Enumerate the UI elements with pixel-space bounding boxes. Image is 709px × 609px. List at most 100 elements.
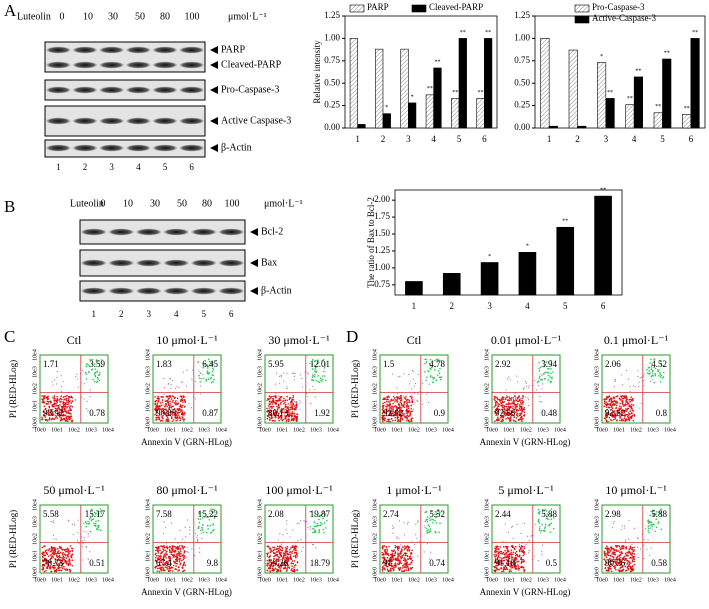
event-dot [498, 419, 500, 421]
event-dot [285, 529, 287, 531]
event-dot [538, 370, 541, 372]
event-dot [54, 560, 57, 563]
event-dot [502, 546, 505, 548]
event-dot [168, 413, 170, 416]
event-dot [290, 569, 292, 571]
event-dot [51, 417, 54, 420]
event-dot [269, 547, 272, 550]
significance-label: ** [664, 50, 670, 56]
event-dot [653, 523, 655, 526]
event-dot [267, 567, 270, 569]
event-dot [289, 406, 292, 409]
event-dot [405, 396, 407, 398]
event-dot [425, 361, 428, 363]
event-dot [201, 529, 204, 531]
lane-label: 5 [163, 162, 168, 172]
event-dot [62, 410, 65, 413]
event-dot [514, 554, 517, 557]
event-dot [521, 406, 523, 409]
event-dot [277, 417, 280, 420]
event-dot [55, 568, 58, 571]
event-dot [306, 392, 308, 395]
event-dot [63, 553, 66, 555]
event-dot [266, 411, 269, 413]
event-dot [167, 418, 170, 421]
event-dot [548, 524, 550, 527]
event-dot [288, 405, 291, 407]
event-dot [299, 519, 302, 522]
event-dot [71, 523, 74, 525]
event-dot [284, 561, 287, 564]
event-dot [496, 418, 499, 420]
event-dot [280, 418, 282, 421]
event-dot [534, 379, 536, 381]
event-dot [426, 543, 429, 545]
blot-band [125, 86, 152, 94]
event-dot [312, 374, 314, 377]
event-dot [90, 513, 93, 515]
event-dot [46, 560, 48, 562]
event-dot [173, 408, 175, 411]
event-dot [632, 404, 635, 406]
event-dot [496, 410, 499, 413]
x-tick-label: 10e4 [102, 427, 114, 433]
event-dot [623, 409, 626, 412]
event-dot [507, 409, 509, 411]
event-dot [171, 546, 174, 549]
event-dot [624, 414, 627, 417]
event-dot [99, 510, 101, 513]
event-dot [60, 390, 62, 392]
event-dot [402, 414, 405, 416]
event-dot [188, 402, 190, 405]
event-dot [159, 408, 162, 411]
event-dot [435, 515, 438, 518]
event-dot [58, 566, 61, 569]
event-dot [279, 410, 282, 413]
event-dot [97, 512, 100, 515]
event-dot [648, 366, 651, 369]
event-dot [651, 525, 654, 528]
event-dot [87, 410, 89, 412]
event-dot [91, 368, 94, 371]
event-dot [433, 377, 436, 379]
event-dot [438, 372, 441, 375]
event-dot [200, 393, 202, 395]
event-dot [206, 367, 209, 369]
legend-label: Active-Caspase-3 [592, 13, 656, 23]
event-dot [495, 550, 498, 553]
event-dot [53, 553, 56, 555]
event-dot [318, 518, 320, 521]
event-dot [45, 419, 47, 422]
event-dot [61, 411, 64, 413]
event-dot [520, 419, 523, 421]
event-dot [631, 556, 633, 558]
event-dot [629, 413, 631, 415]
event-dot [616, 401, 619, 403]
event-dot [176, 397, 179, 400]
event-dot [397, 418, 399, 421]
event-dot [604, 547, 607, 549]
event-dot [287, 560, 289, 563]
bar [476, 98, 485, 129]
event-dot [59, 409, 62, 411]
blot-band [98, 86, 125, 94]
event-dot [65, 557, 68, 559]
event-dot [165, 557, 167, 559]
event-dot [273, 552, 275, 554]
event-dot [495, 404, 497, 407]
event-dot [650, 524, 653, 526]
event-dot [274, 548, 276, 550]
significance-label: ** [478, 90, 484, 96]
event-dot [289, 558, 292, 560]
event-dot [53, 399, 55, 402]
event-dot [58, 411, 61, 414]
event-dot [69, 545, 72, 547]
event-dot [541, 508, 544, 511]
event-dot [317, 380, 320, 383]
event-dot [540, 532, 542, 534]
significance-label: ** [562, 219, 568, 225]
event-dot [283, 403, 285, 405]
event-dot [628, 405, 631, 408]
event-dot [194, 380, 197, 382]
event-dot [414, 382, 417, 385]
